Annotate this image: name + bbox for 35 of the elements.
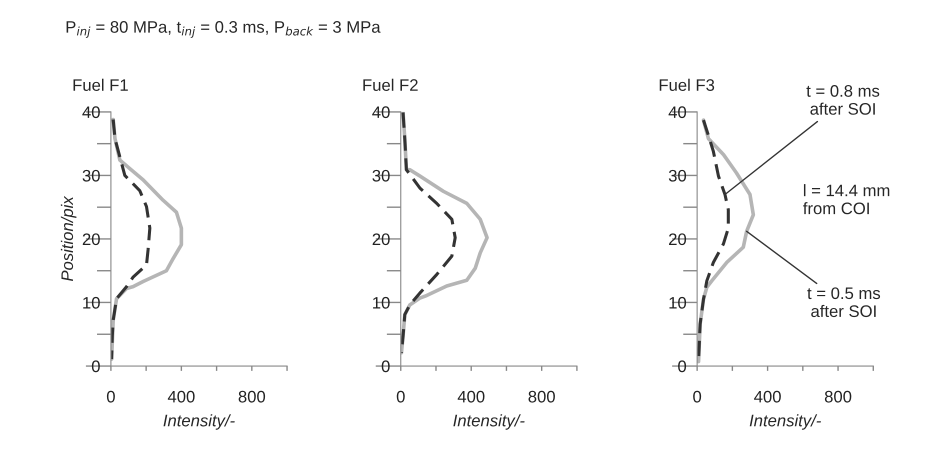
y-tick-label: 10 (669, 296, 686, 309)
y-tick-label: 40 (668, 106, 686, 118)
y-axis-title: Position/pix (60, 196, 76, 282)
y-tick-label: 20 (372, 233, 390, 246)
x-tick-label: 400 (168, 390, 195, 403)
y-tick-label: 30 (82, 170, 100, 182)
x-axis-title: Intensity/- (750, 414, 821, 430)
x-tick-label: 400 (754, 390, 781, 403)
y-tick-label: 30 (372, 170, 390, 182)
y-tick-label: 0 (92, 360, 100, 372)
x-axis-title: Intensity/- (164, 414, 235, 430)
y-tick-label: 20 (669, 233, 686, 246)
x-axis-title: Intensity/- (453, 414, 525, 430)
x-tick-label: 0 (693, 390, 702, 403)
annotation: t = 0.5 ms after SOI (807, 287, 880, 318)
annotation: t = 0.8 ms after SOI (806, 85, 880, 115)
y-tick-label: 40 (82, 106, 100, 118)
chart-subtitle: Fuel F2 (363, 78, 418, 91)
x-tick-label: 400 (458, 390, 484, 403)
x-tick-label: 0 (396, 390, 405, 403)
x-tick-label: 800 (824, 390, 852, 403)
x-tick-label: 800 (528, 390, 555, 403)
y-tick-label: 10 (83, 296, 100, 309)
x-tick-label: 800 (238, 390, 266, 403)
annotation: l = 14.4 mm from COI (803, 184, 890, 214)
chart-subtitle: Fuel F1 (74, 78, 128, 91)
chart-title: P$_{inj}$ = 80 MPa, t$_{inj}$ = 0.3 ms, P$_{back}$ = 3 MPa (66, 21, 381, 38)
y-tick-label: 30 (668, 170, 686, 182)
chart-subtitle: Fuel F3 (660, 78, 714, 91)
x-tick-label: 0 (106, 390, 115, 403)
y-tick-label: 10 (373, 296, 390, 309)
y-tick-label: 40 (372, 106, 390, 118)
y-tick-label: 0 (382, 360, 390, 372)
y-tick-label: 0 (678, 360, 686, 372)
y-tick-label: 20 (82, 233, 100, 246)
